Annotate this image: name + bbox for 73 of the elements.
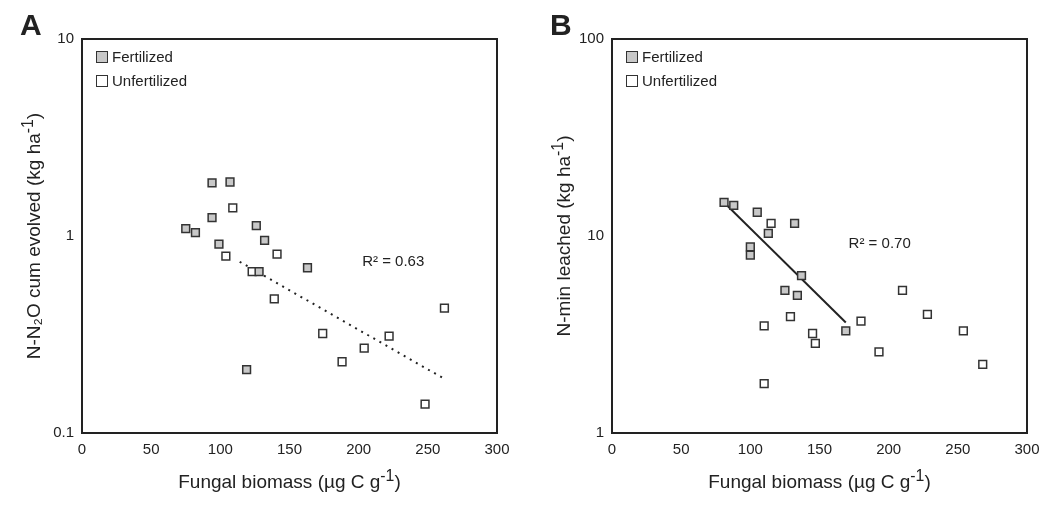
point — [269, 294, 279, 304]
chart-title: B — [550, 8, 572, 42]
legend-label: Unfertilized — [642, 72, 718, 89]
point — [228, 203, 238, 213]
point — [759, 379, 769, 389]
x-tick-label: 100 — [207, 440, 233, 458]
x-tick-label: 200 — [876, 440, 902, 458]
point — [856, 316, 866, 326]
point — [318, 328, 328, 339]
point — [807, 328, 818, 339]
x-tick-label: 250 — [945, 440, 971, 458]
x-tick-label: 0 — [77, 440, 87, 458]
x-axis-title: Fungal biomass (µg C g$^{-1}$) — [178, 467, 401, 494]
point — [752, 207, 762, 217]
x-tick-label: 100 — [737, 440, 763, 458]
point — [745, 250, 755, 260]
point — [225, 177, 235, 187]
point — [207, 212, 217, 223]
x-tick-label: 50 — [672, 440, 690, 458]
x-tick-label: 150 — [276, 440, 303, 458]
point — [190, 228, 201, 238]
point — [259, 235, 270, 246]
point — [789, 218, 800, 228]
point — [207, 178, 217, 188]
y-tick-label: 10 — [57, 29, 74, 47]
point — [759, 321, 769, 331]
x-tick-label: 300 — [484, 440, 510, 458]
x-axis-title: Fungal biomass (µg C g$^{-1}$) — [708, 467, 931, 494]
point — [181, 223, 191, 234]
point — [359, 343, 369, 353]
annotation: R² = 0.70 — [848, 234, 911, 252]
point — [241, 364, 252, 375]
x-tick-label: 50 — [142, 440, 160, 458]
point — [254, 266, 264, 277]
y-tick-label: 1 — [65, 226, 74, 244]
legend-label: Fertilized — [112, 48, 173, 65]
point — [785, 311, 796, 322]
point — [796, 270, 807, 281]
point — [958, 326, 969, 336]
legend-label: Unfertilized — [112, 72, 188, 89]
point — [780, 285, 790, 295]
x-tick-label: 300 — [1014, 440, 1040, 458]
y-tick-label: 10 — [587, 226, 604, 244]
point — [302, 263, 313, 273]
point — [384, 331, 394, 341]
point — [841, 326, 851, 336]
y-tick-label: 0.1 — [53, 423, 74, 441]
point — [251, 220, 261, 231]
point — [221, 251, 231, 261]
point — [439, 303, 450, 313]
point — [763, 228, 773, 239]
point — [922, 309, 933, 320]
point — [420, 399, 430, 409]
point — [337, 357, 347, 367]
y-tick-label: 100 — [578, 29, 604, 47]
legend-label: Fertilized — [642, 48, 703, 65]
point — [719, 197, 729, 208]
x-tick-label: 200 — [346, 440, 372, 458]
point — [729, 200, 739, 211]
point — [792, 290, 803, 300]
point — [978, 359, 988, 370]
x-tick-label: 0 — [607, 440, 617, 458]
x-tick-label: 250 — [415, 440, 441, 458]
point — [766, 218, 776, 228]
point — [810, 338, 820, 349]
point — [874, 347, 884, 357]
point — [897, 285, 908, 295]
chart-title: A — [20, 8, 42, 42]
point — [214, 239, 224, 249]
annotation: R² = 0.63 — [362, 251, 425, 269]
x-tick-label: 150 — [806, 440, 833, 458]
point — [272, 249, 282, 259]
y-tick-label: 1 — [595, 423, 604, 441]
